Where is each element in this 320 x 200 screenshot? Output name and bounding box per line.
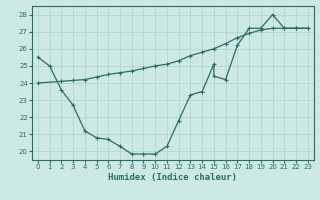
X-axis label: Humidex (Indice chaleur): Humidex (Indice chaleur) — [108, 173, 237, 182]
